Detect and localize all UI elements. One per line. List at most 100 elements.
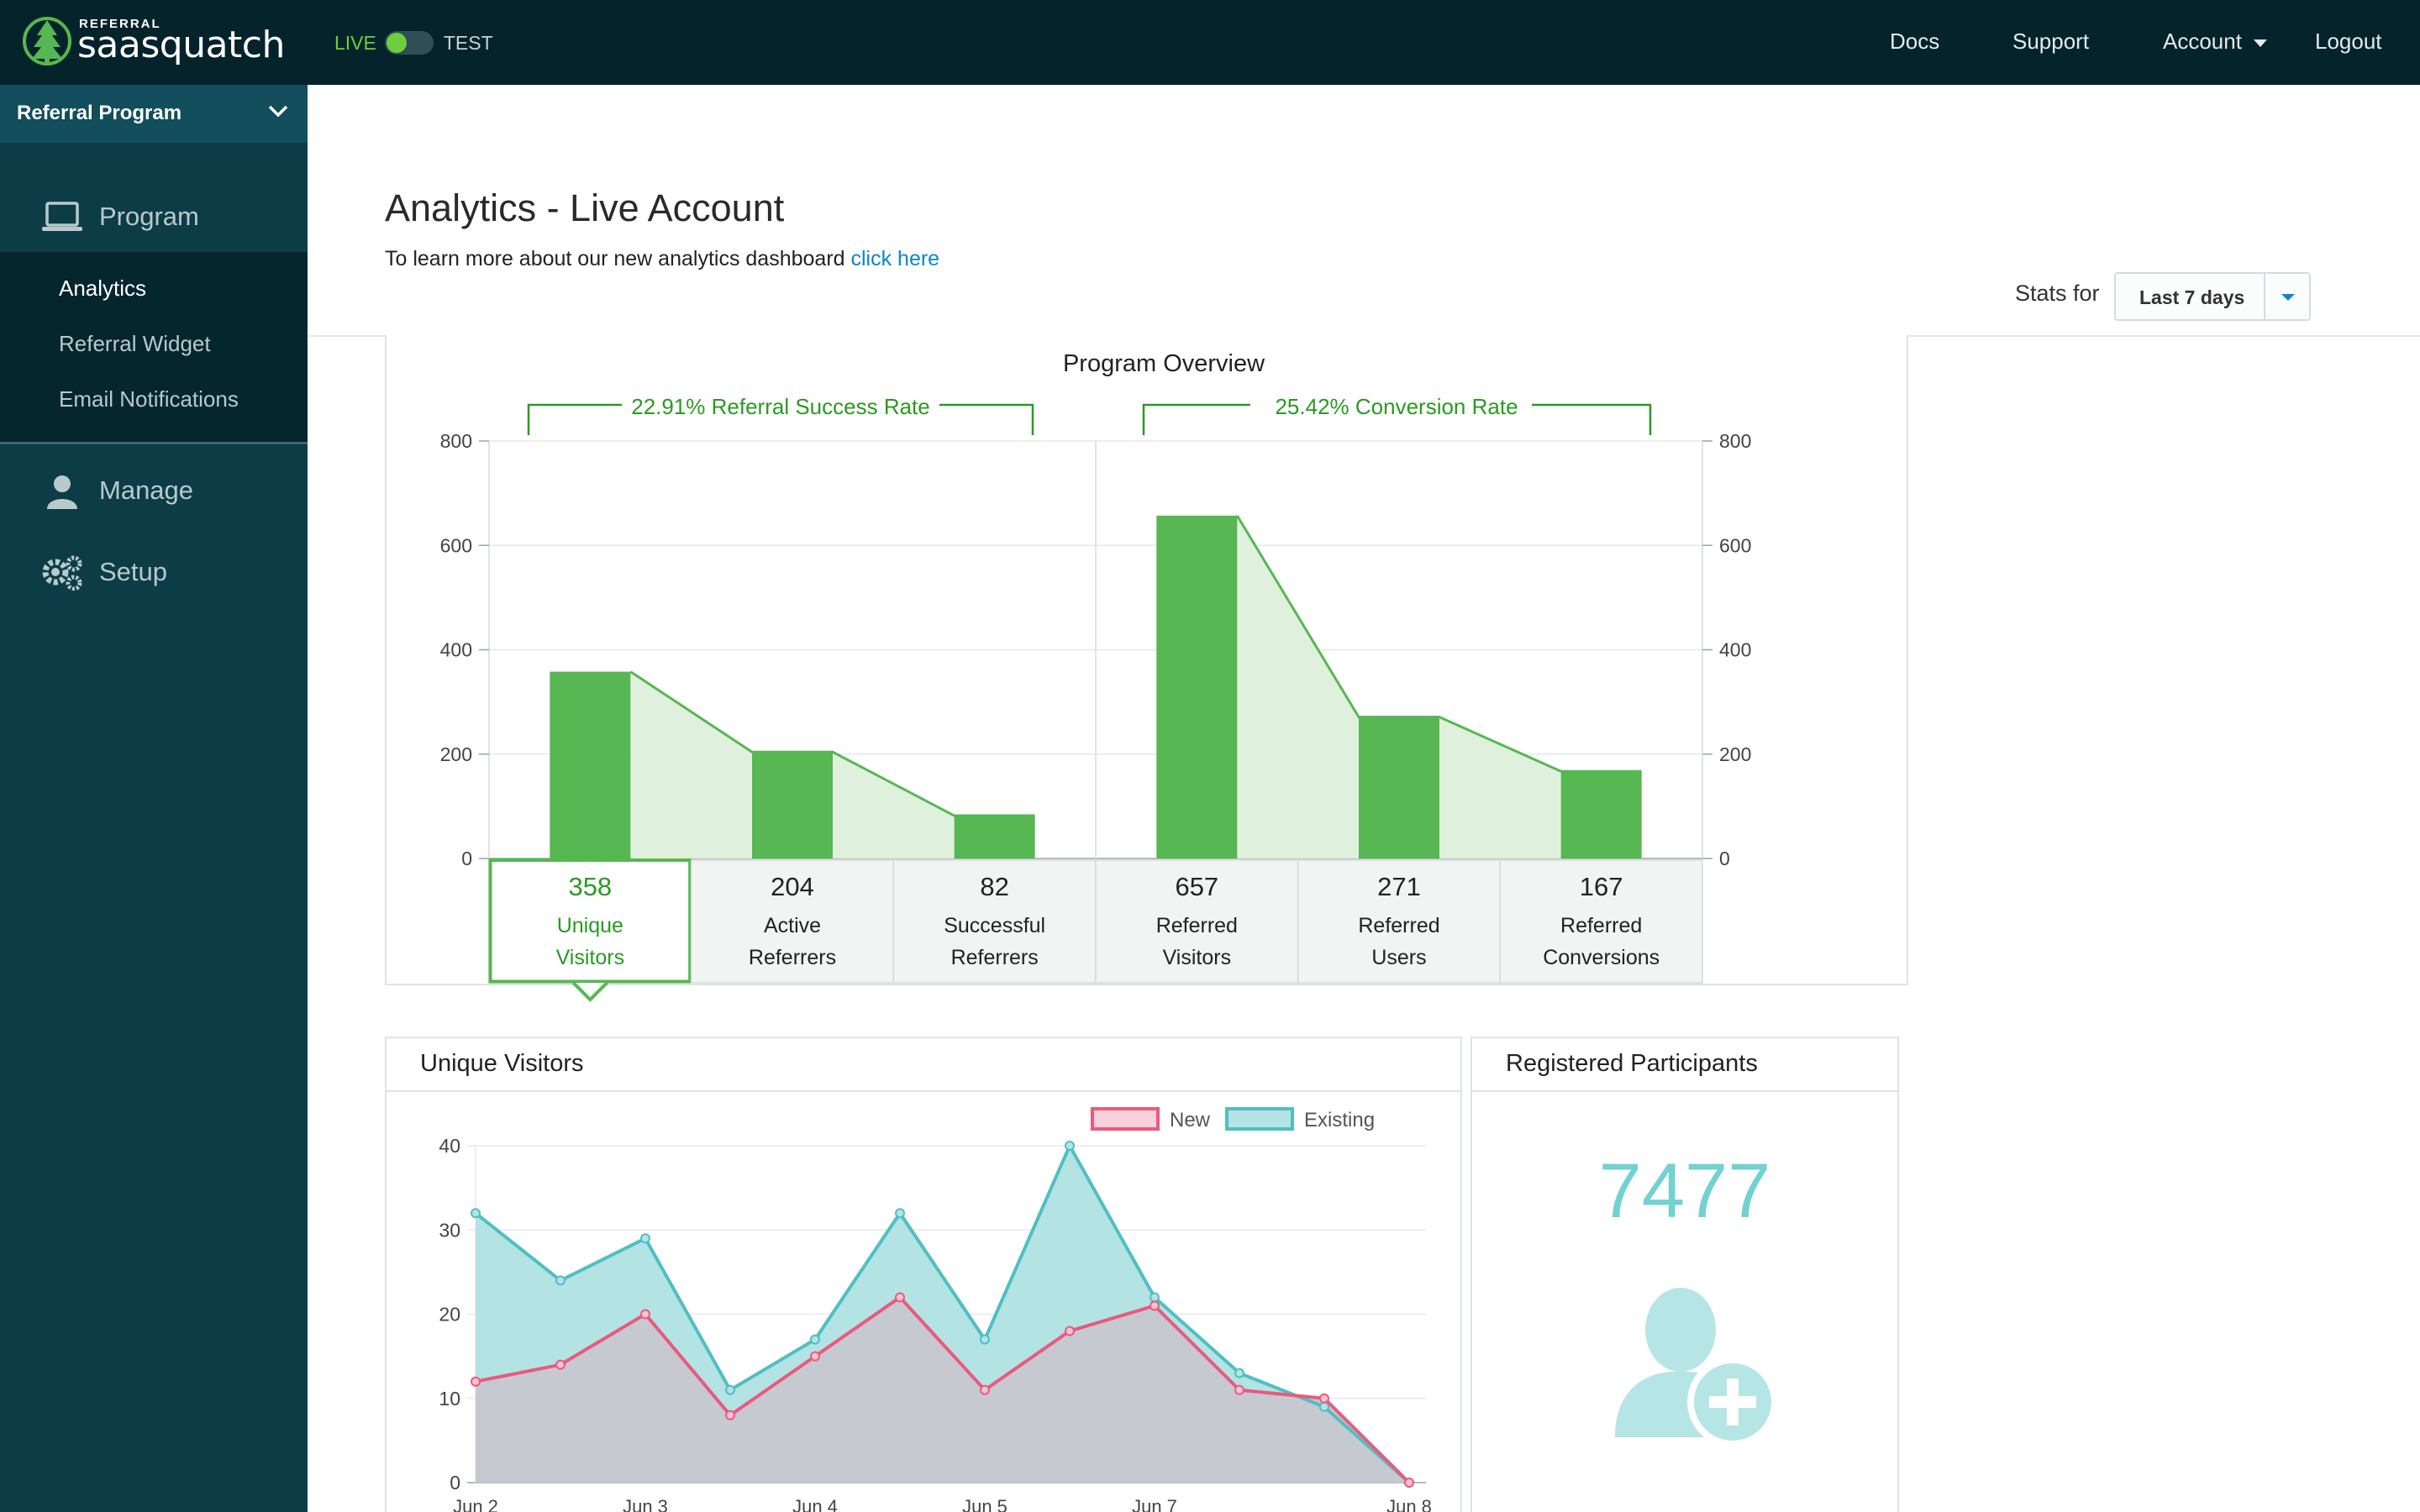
legend-label-existing: Existing [1304, 1109, 1375, 1131]
new-point [555, 1359, 566, 1370]
existing-point [471, 1208, 481, 1219]
panel-header-divider [1472, 1090, 1897, 1092]
env-live-label: LIVE [334, 31, 376, 54]
existing-point [980, 1334, 990, 1345]
y-tick-label: 20 [439, 1304, 460, 1326]
new-point [725, 1410, 735, 1420]
rate-bracket-left: 22.91% Referral Success Rate [527, 394, 1034, 435]
new-point [1065, 1326, 1075, 1336]
nav-support-link[interactable]: Support [2012, 29, 2090, 54]
learn-more-link[interactable]: click here [850, 247, 940, 270]
nav-account-menu[interactable]: Account [2163, 29, 2267, 55]
stat-card-value: 82 [980, 872, 1008, 901]
y-tick-label-right: 0 [1719, 848, 1730, 869]
stats-range-dropdown-button[interactable] [2264, 274, 2309, 319]
y-tick-label-left: 800 [440, 430, 472, 452]
new-point [1319, 1393, 1329, 1404]
existing-point [640, 1233, 650, 1244]
program-selector-label: Referral Program [17, 102, 182, 124]
stat-card-label-line2: Referrers [749, 946, 836, 969]
bar-referred-visitors [1156, 515, 1238, 858]
bar-unique-visitors [550, 671, 631, 858]
stat-card [1095, 859, 1299, 984]
x-tick-label: Jun 3 [623, 1496, 668, 1512]
brand-small-text: REFERRAL [79, 17, 161, 31]
stat-card-value: 167 [1580, 872, 1623, 901]
env-switch[interactable] [384, 31, 434, 55]
participants-count: 7477 [1598, 1148, 1771, 1234]
existing-point [725, 1384, 735, 1395]
sidebar: Referral Program Program Analytics Refer… [0, 85, 308, 1512]
x-tick-label: Jun 2 [453, 1496, 498, 1512]
stat-card-label-line2: Users [1371, 946, 1426, 969]
unique-visitors-chart: 0 10 20 30 40 Jun 2 Jun 3 Jun 4 Jun 5 Jun 7 Jun 8… [439, 1107, 1432, 1512]
stats-for-label: Stats for [2015, 281, 2100, 306]
funnel-area [630, 671, 1035, 858]
y-tick-label-left: 0 [461, 848, 472, 869]
subtitle-text: To learn more about our new analytics da… [385, 247, 845, 270]
x-tick-label: Jun 8 [1386, 1496, 1432, 1512]
stat-card-label-line1: Referred [1560, 914, 1642, 937]
x-tick-label: Jun 5 [962, 1496, 1007, 1512]
stat-card-label-line2: Visitors [1163, 946, 1232, 969]
caret-down-icon [2281, 294, 2295, 301]
program-subnav: Analytics Referral Widget Email Notifica… [0, 252, 308, 443]
sidebar-section-setup[interactable]: Setup [0, 532, 308, 612]
new-point [1234, 1384, 1244, 1395]
new-point [471, 1376, 481, 1387]
new-point [810, 1351, 820, 1362]
sidebar-section-manage[interactable]: Manage [0, 450, 308, 531]
selected-card-outline [488, 858, 692, 984]
bracket-left-line-a [527, 403, 622, 435]
sidebar-item-referral-widget[interactable]: Referral Widget [59, 331, 211, 356]
gears-icon [42, 555, 82, 591]
stats-range-value: Last 7 days [2139, 286, 2245, 308]
y-tick-label: 0 [450, 1472, 460, 1494]
nav-docs-link[interactable]: Docs [1890, 29, 1940, 54]
referral-success-rate-label: 22.91% Referral Success Rate [631, 394, 930, 419]
program-selector[interactable]: Referral Program [0, 85, 308, 143]
panel-header-divider [387, 1090, 1460, 1092]
stat-card-value: 271 [1377, 872, 1421, 901]
switch-knob [386, 33, 407, 53]
chevron-down-icon [268, 105, 288, 118]
overview-y-ticks: 0 0 200 200 400 400 600 600 800 800 [440, 430, 1752, 869]
nav-logout-link[interactable]: Logout [2315, 29, 2382, 54]
sidebar-item-analytics[interactable]: Analytics [59, 276, 147, 301]
y-tick-label: 30 [439, 1219, 460, 1241]
overview-stat-cards: 358 Unique Visitors 204 Active Referrers 82 Suc… [488, 858, 1703, 1002]
y-tick-label-left: 200 [440, 743, 472, 765]
bracket-right-line-a [1142, 403, 1250, 435]
laptop-icon [42, 202, 82, 231]
stats-range-select[interactable]: Last 7 days [2114, 272, 2311, 321]
new-line [475, 1294, 1411, 1484]
stat-card-value: 204 [771, 872, 814, 901]
new-point [980, 1384, 990, 1395]
existing-point [1150, 1292, 1160, 1303]
sidebar-item-email-notifications[interactable]: Email Notifications [59, 386, 239, 412]
existing-point [1319, 1401, 1329, 1412]
stat-card-value: 657 [1175, 872, 1218, 901]
legend-swatch-new [1091, 1107, 1160, 1131]
new-point [640, 1309, 650, 1320]
visitors-legend: New Existing [1091, 1107, 1375, 1131]
x-tick-label: Jun 4 [792, 1496, 838, 1512]
user-icon [47, 475, 77, 509]
existing-point [1234, 1368, 1244, 1378]
sidebar-divider [0, 442, 308, 444]
env-test-label: TEST [443, 31, 493, 54]
saasquatch-logo[interactable]: REFERRAL saasquatch [22, 13, 285, 72]
registered-participants-panel: Registered Participants 7477 [1470, 1037, 1899, 1512]
bar-successful-referrers [954, 816, 1035, 858]
existing-point [895, 1208, 905, 1219]
environment-toggle[interactable]: LIVE TEST [334, 29, 493, 57]
y-tick-label-left: 600 [440, 534, 472, 556]
legend-label-new: New [1170, 1109, 1211, 1131]
top-navbar: REFERRAL saasquatch LIVE TEST Docs Suppo… [0, 0, 2420, 85]
stat-card-label-line1: Successful [944, 914, 1045, 937]
unique-visitors-title: Unique Visitors [420, 1050, 584, 1077]
rate-bracket-right: 25.42% Conversion Rate [1142, 394, 1652, 435]
bracket-left-line-b [939, 403, 1034, 435]
stat-card [488, 859, 692, 984]
sidebar-section-program[interactable]: Program [0, 176, 308, 257]
